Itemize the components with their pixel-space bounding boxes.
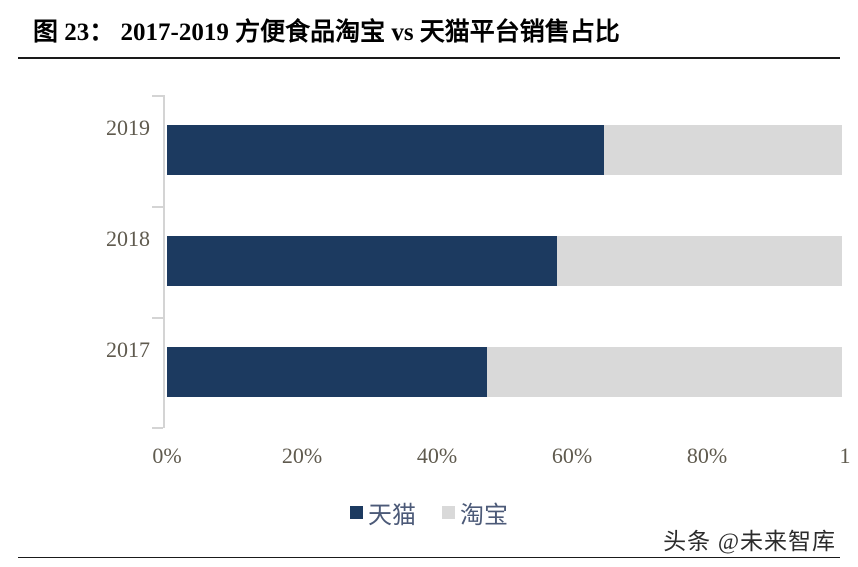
bar-row-2018	[167, 236, 842, 286]
y-axis-tick	[152, 317, 163, 319]
y-axis-tick	[152, 95, 163, 97]
legend-label-tmall: 天猫	[368, 502, 416, 529]
x-axis-label-40: 40%	[416, 443, 458, 468]
bar-segment-taobao-2019[interactable]	[604, 125, 842, 175]
x-axis-label-80: 80%	[686, 443, 728, 468]
y-axis-line	[163, 95, 165, 428]
bar-segment-tmall-2017[interactable]	[167, 347, 487, 397]
x-axis-label-0: 0%	[152, 443, 182, 468]
figure-header: 图 23： 2017-2019 方便食品淘宝 vs 天猫平台销售占比	[0, 0, 858, 60]
y-axis-tick	[152, 427, 163, 429]
bar-segment-tmall-2018[interactable]	[167, 236, 558, 286]
footer-divider	[18, 557, 840, 558]
x-axis-labels: 0% 20% 40% 60% 80% 1	[0, 443, 858, 477]
y-axis-tick	[152, 206, 163, 208]
legend-label-taobao: 淘宝	[460, 502, 508, 529]
legend-item-tmall[interactable]: 天猫	[350, 495, 416, 530]
title-divider	[18, 57, 840, 59]
y-axis-label-2017: 2017	[106, 337, 150, 362]
bar-segment-taobao-2017[interactable]	[486, 347, 842, 397]
chart-canvas: 2019 2018 2017 0% 20% 40% 60%	[0, 60, 858, 540]
y-axis-label-2019: 2019	[106, 115, 150, 140]
legend-item-taobao[interactable]: 淘宝	[442, 495, 508, 530]
bar-segment-tmall-2019[interactable]	[167, 125, 605, 175]
chart-legend: 天猫 淘宝	[0, 492, 858, 532]
x-axis-label-100: 1	[839, 443, 851, 468]
x-axis-label-60: 60%	[551, 443, 593, 468]
bar-row-2017	[167, 347, 842, 397]
plot-area	[167, 95, 842, 428]
bar-row-2019	[167, 125, 842, 175]
y-axis-labels: 2019 2018 2017	[20, 95, 150, 428]
x-axis-label-20: 20%	[281, 443, 323, 468]
bar-segment-taobao-2018[interactable]	[557, 236, 842, 286]
legend-swatch-icon	[442, 505, 455, 519]
watermark: 头条 @未来智库	[663, 529, 836, 554]
legend-swatch-icon	[350, 505, 363, 519]
y-axis-label-2018: 2018	[106, 226, 150, 251]
page-title: 图 23： 2017-2019 方便食品淘宝 vs 天猫平台销售占比	[33, 19, 620, 46]
